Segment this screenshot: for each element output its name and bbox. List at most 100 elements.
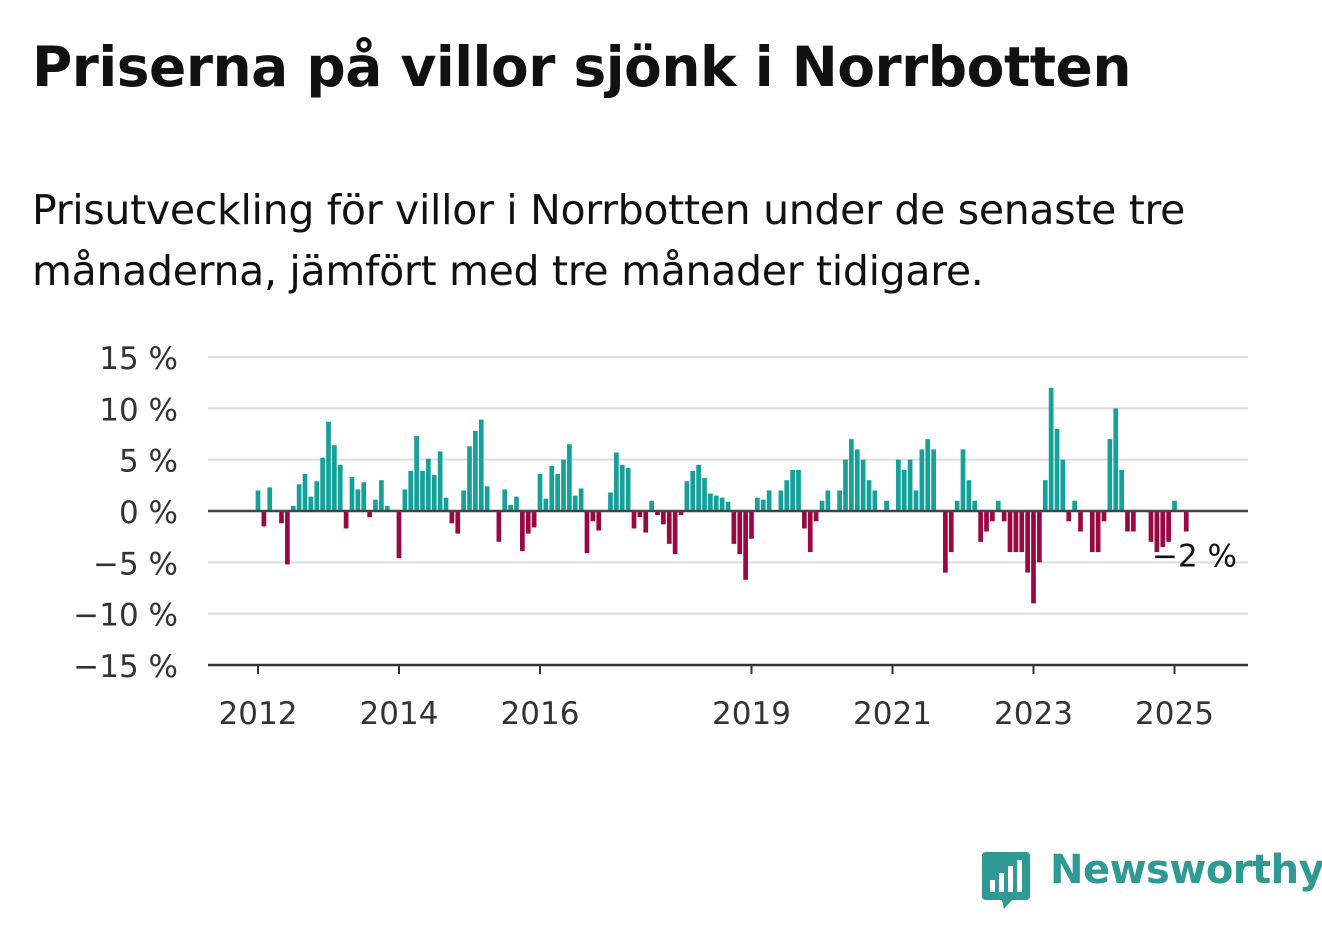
bar <box>819 500 825 511</box>
bar <box>790 469 795 511</box>
bar-chart-logo-icon <box>982 852 1030 909</box>
bar <box>584 511 590 554</box>
bar <box>649 500 654 511</box>
bar <box>1013 511 1019 553</box>
bar <box>749 511 754 539</box>
bar <box>379 480 384 511</box>
x-tick-label: 2014 <box>360 696 439 732</box>
bar <box>1154 511 1160 553</box>
bar <box>478 419 484 511</box>
bar <box>514 496 519 511</box>
bar <box>995 500 1001 511</box>
bar <box>708 493 713 511</box>
y-tick-label: 10 % <box>99 392 178 428</box>
last-value-label: −2 % <box>1152 539 1237 575</box>
bar <box>807 511 813 553</box>
bar <box>308 496 314 511</box>
x-tick-label: 2016 <box>501 696 580 732</box>
y-tick-label: −15 % <box>73 649 178 685</box>
bar <box>1101 511 1107 522</box>
bar <box>860 459 866 511</box>
bar <box>1119 469 1124 511</box>
bar <box>508 504 513 511</box>
bar <box>872 490 878 511</box>
bar <box>1166 511 1171 542</box>
bar <box>314 481 320 511</box>
bar <box>684 481 690 511</box>
bar <box>1025 511 1030 573</box>
bar <box>1031 511 1036 604</box>
bar <box>255 490 261 511</box>
bar <box>696 464 701 511</box>
bar <box>784 480 790 511</box>
bar <box>925 439 931 511</box>
bar <box>625 467 631 511</box>
bar <box>837 490 842 511</box>
bar <box>655 511 660 516</box>
bar <box>1042 480 1048 511</box>
bar <box>643 511 649 533</box>
bar <box>567 444 572 511</box>
bar <box>778 490 784 511</box>
bar <box>267 487 273 511</box>
bar <box>796 469 801 511</box>
bar <box>1148 511 1154 542</box>
bar <box>631 511 637 529</box>
bar <box>373 499 378 511</box>
bar <box>396 511 402 559</box>
bar <box>678 511 684 516</box>
chart-subtitle: Prisutveckling för villor i Norrbotten u… <box>32 186 1186 295</box>
bar <box>1007 511 1013 553</box>
bar <box>1066 511 1072 522</box>
bar <box>866 480 872 511</box>
bar <box>402 489 408 511</box>
bar <box>1113 408 1119 511</box>
bar <box>590 511 596 522</box>
bar <box>637 511 643 518</box>
bar <box>978 511 983 542</box>
bar <box>337 464 343 511</box>
y-tick-label: 15 % <box>99 341 178 377</box>
bar <box>1060 459 1066 511</box>
bar <box>349 477 355 511</box>
bar <box>1172 500 1177 511</box>
bar <box>943 511 948 573</box>
bar <box>743 511 748 580</box>
bar <box>473 430 478 511</box>
bar <box>437 451 443 511</box>
bar <box>420 470 425 511</box>
bar <box>443 497 449 511</box>
bar <box>931 449 936 511</box>
bar <box>449 511 455 524</box>
bar <box>1107 439 1113 511</box>
bar <box>414 436 419 511</box>
bar <box>661 511 666 525</box>
bar <box>966 480 972 511</box>
x-tick-label: 2025 <box>1135 696 1214 732</box>
bar <box>737 511 743 555</box>
bar <box>1183 511 1189 532</box>
bar <box>290 505 296 511</box>
bar <box>913 490 919 511</box>
bar <box>802 511 807 529</box>
bar <box>919 449 925 511</box>
y-tick-label: −10 % <box>73 598 178 634</box>
bar <box>543 498 549 511</box>
bar <box>332 445 337 511</box>
bar <box>984 511 989 532</box>
bar <box>825 490 831 511</box>
bar <box>1048 387 1054 511</box>
bar <box>549 465 555 511</box>
bar <box>896 459 901 511</box>
bar <box>561 459 566 511</box>
bar <box>467 446 472 511</box>
bar <box>719 497 725 511</box>
bar <box>384 505 390 511</box>
y-tick-label: 0 % <box>119 495 178 531</box>
bar <box>1089 511 1095 553</box>
y-tick-label: 5 % <box>119 444 178 480</box>
bar <box>619 464 625 511</box>
bar <box>285 511 290 565</box>
bar <box>367 511 372 518</box>
